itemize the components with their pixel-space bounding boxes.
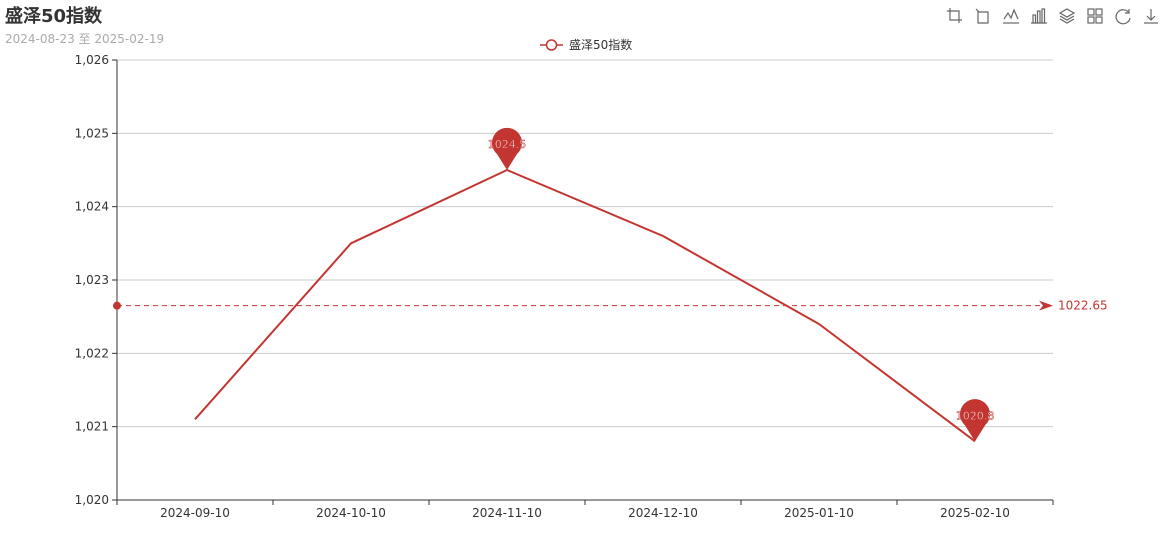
bar-chart-icon[interactable] — [1028, 6, 1050, 26]
x-tick-label: 2024-11-10 — [472, 506, 542, 520]
x-tick-label: 2024-10-10 — [316, 506, 386, 520]
tiled-icon[interactable] — [1084, 6, 1106, 26]
grid-lines — [117, 59, 1053, 428]
x-tick-label: 2025-01-10 — [784, 506, 854, 520]
chart-title: 盛泽50指数 — [5, 6, 103, 27]
x-tick-label: 2024-09-10 — [160, 506, 230, 520]
y-tick-label: 1,021 — [75, 420, 109, 434]
series-line — [194, 169, 976, 443]
y-tick-label: 1,020 — [75, 493, 109, 507]
y-tick-label: 1,025 — [75, 126, 109, 140]
mark-line-label: 1022.65 — [1058, 299, 1108, 313]
stack-icon[interactable] — [1056, 6, 1078, 26]
y-tick-label: 1,024 — [75, 200, 109, 214]
mark-points: 1024.5 1020.8 — [488, 127, 995, 442]
y-tick-label: 1,022 — [75, 346, 109, 360]
axes: 1,020 1,021 1,022 1,023 1,024 1,025 1,026 2024-… — [75, 53, 1054, 520]
y-tick-label: 1,026 — [75, 53, 109, 67]
undo-zoom-icon[interactable] — [972, 6, 994, 26]
x-tick-label: 2025-02-10 — [940, 506, 1010, 520]
series — [194, 169, 976, 443]
mark-point-label: 1020.8 — [956, 409, 995, 422]
chart-subtitle: 2024-08-23 至 2025-02-19 — [5, 32, 165, 46]
x-tick-label: 2024-12-10 — [628, 506, 698, 520]
mark-point: 1020.8 — [956, 399, 995, 442]
toolbox — [944, 6, 1162, 26]
legend[interactable]: 盛泽50指数 — [540, 37, 632, 52]
y-tick-label: 1,023 — [75, 273, 109, 287]
legend-marker — [545, 39, 558, 51]
mark-point-pin — [960, 399, 990, 442]
download-icon[interactable] — [1140, 6, 1162, 26]
line-chart-icon[interactable] — [1000, 6, 1022, 26]
legend-label: 盛泽50指数 — [569, 37, 632, 52]
crop-icon[interactable] — [944, 6, 966, 26]
mark-point-label: 1024.5 — [488, 138, 527, 151]
mark-line-arrow — [1039, 300, 1053, 311]
restore-icon[interactable] — [1112, 6, 1134, 26]
mark-line: 1022.65 — [113, 299, 1108, 313]
mark-point-pin — [492, 127, 522, 170]
mark-point: 1024.5 — [488, 127, 527, 170]
